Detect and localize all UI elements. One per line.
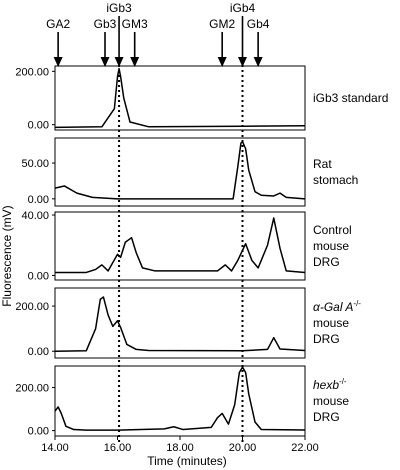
marker-arrow-head [53,57,63,67]
x-tick-label: 14.00 [41,442,69,454]
marker-label: GM2 [209,17,235,31]
panel-frame [54,365,306,437]
chromatogram-trace [55,217,306,274]
x-tick-label: 16.00 [104,442,132,454]
panel-label: Rat [313,157,332,171]
y-tick-label: 200.00 [15,383,49,395]
marker-label: Gb4 [247,17,270,31]
y-tick-label: 0.00 [28,270,49,282]
chromatogram-trace [54,140,306,200]
marker-label: iGb4 [230,1,256,15]
y-tick-label: 0.00 [28,194,49,206]
chromatogram-trace [54,67,306,129]
panel-frame [54,137,306,207]
chromatogram-trace [54,296,306,352]
panel-label: iGb3 standard [313,91,388,105]
panel-label: DRG [313,410,340,424]
marker-label: GA2 [46,17,70,31]
panel-3: 40.00 0.00 Control mouse DRG [21,210,351,282]
x-tick-label: 20.00 [229,442,257,454]
panel-label: mouse [313,316,349,330]
panel-label: mouse [313,394,349,408]
panel-label: mouse [313,239,349,253]
panel-2: 50.00 0.00 Rat stomach [21,137,358,207]
y-axis-label: Fluorescence (mV) [0,205,14,306]
y-tick-label: 200.00 [15,66,49,78]
marker-arrow-head [100,57,110,67]
x-axis-label: Time (minutes) [147,454,227,468]
marker-label: GM3 [122,17,148,31]
y-tick-label: 40.00 [21,210,49,222]
x-tick-label: 22.00 [291,442,319,454]
chromatogram-trace [54,366,306,431]
y-tick-label: 0.00 [28,120,49,132]
reference-lines [118,60,244,444]
y-tick-label: 0.00 [28,346,49,358]
panel-label: DRG [313,255,340,269]
marker-arrows: GA2 Gb3 iGb3 GM3 GM2 iGb4 Gb4 [46,1,270,67]
panel-label: stomach [313,173,358,187]
y-tick-label: 50.00 [21,158,49,170]
panel-label: α-Gal A-/- [313,299,361,314]
y-tick-label: 200.00 [15,301,49,313]
panel-frame [54,65,306,131]
panel-frame [54,211,306,281]
panel-label: hexb-/- [313,377,347,392]
panel-frame [54,287,306,359]
x-axis: 14.00 16.00 18.00 20.00 22.00 [41,436,319,454]
marker-label: iGb3 [106,1,132,15]
x-tick-label: 18.00 [166,442,194,454]
panel-4: 200.00 0.00 α-Gal A-/- mouse DRG [15,287,361,359]
panel-label: Control [313,223,352,237]
chromatogram-panels: 200.00 0.00 iGb3 standard 50.00 0.00 Rat stoma… [15,65,388,438]
marker-arrow-head [130,57,140,67]
marker-label: Gb3 [94,17,117,31]
marker-arrow-head [253,57,263,67]
panel-1: 200.00 0.00 iGb3 standard [15,65,388,132]
panel-5: 200.00 0.00 hexb-/- mouse DRG [15,365,349,438]
marker-arrow-head [217,57,227,67]
panel-label: DRG [313,332,340,346]
y-tick-label: 0.00 [28,426,49,438]
